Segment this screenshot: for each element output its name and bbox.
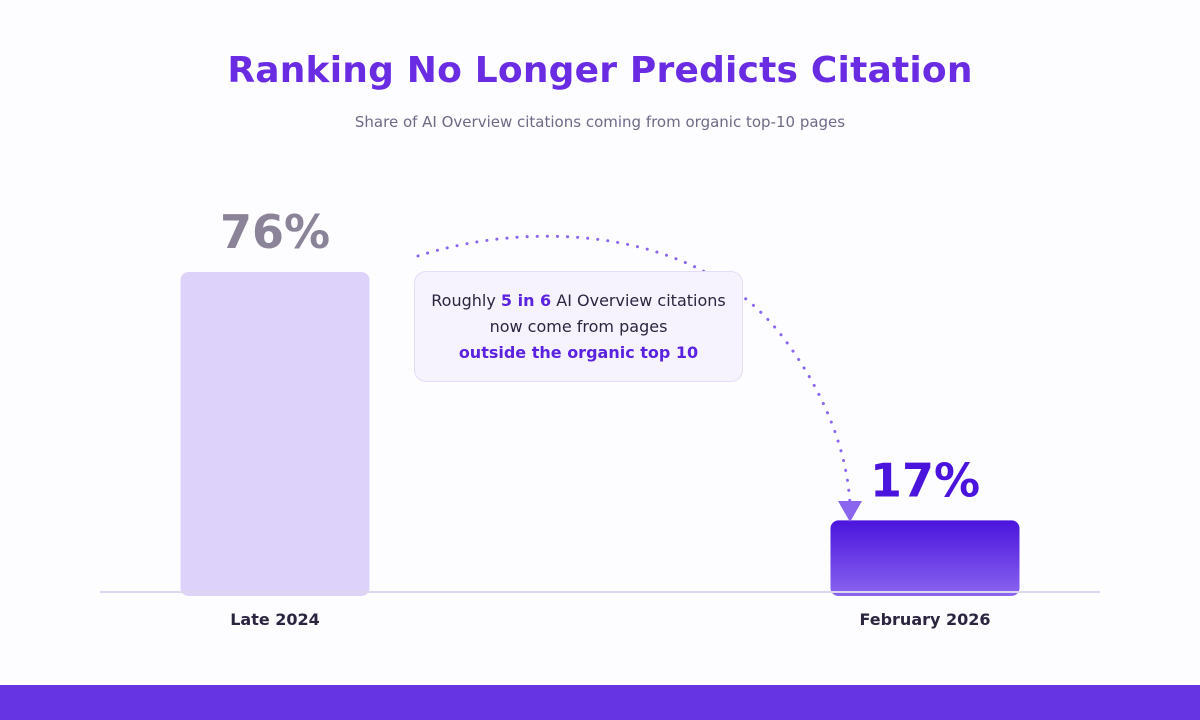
- callout-highlight-outside: outside the organic top 10: [458, 342, 699, 362]
- footer-bar: [0, 685, 1200, 720]
- value-label-february-2026: 17%: [870, 453, 980, 507]
- insight-callout: Roughly 5 in 6 AI Overview citations now…: [414, 271, 743, 382]
- bar-late-2024: [180, 272, 370, 596]
- chart-subtitle: Share of AI Overview citations coming fr…: [354, 113, 846, 131]
- arrow-head: [838, 501, 862, 522]
- callout-text: Roughly 5 in 6 AI Overview citations now…: [431, 290, 726, 362]
- chart-title: Ranking No Longer Predicts Citation: [227, 50, 973, 91]
- category-label-late-2024: Late 2024: [230, 610, 320, 629]
- bar-february-2026: [830, 520, 1020, 596]
- callout-highlight-ratio: 5 in 6: [500, 290, 552, 310]
- value-label-late-2024: 76%: [220, 205, 330, 259]
- category-label-february-2026: February 2026: [859, 610, 990, 629]
